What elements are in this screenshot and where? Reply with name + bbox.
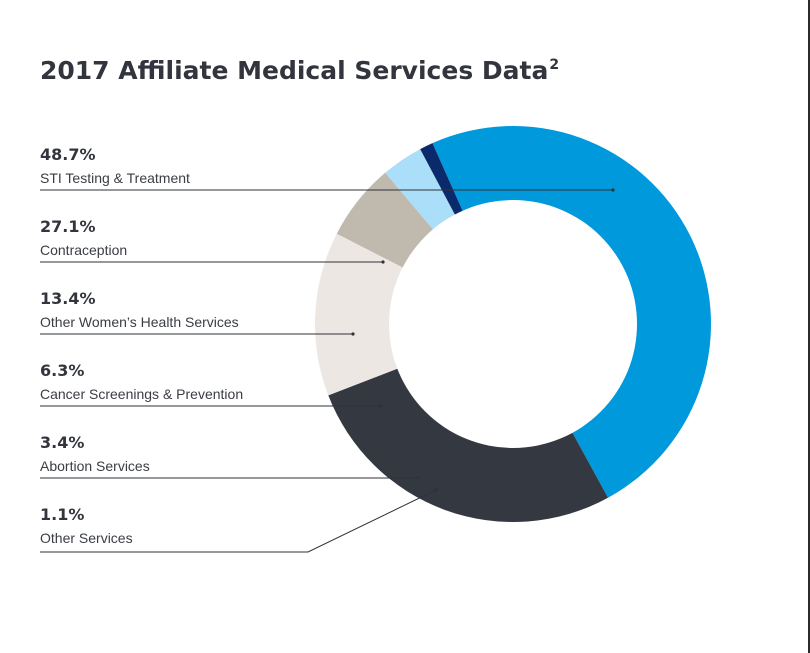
title-footnote-marker: 2 bbox=[549, 57, 560, 73]
leader-dot-abortion-services bbox=[416, 476, 420, 480]
legend-value-sti-testing-treatment: 48.7% bbox=[40, 145, 96, 164]
legend-value-contraception: 27.1% bbox=[40, 217, 96, 236]
donut-hole bbox=[389, 200, 637, 448]
leader-lines bbox=[40, 188, 615, 553]
legend-label-cancer-screenings-prevention: Cancer Screenings & Prevention bbox=[40, 386, 243, 402]
legend-value-other-women-s-health-services: 13.4% bbox=[40, 289, 96, 308]
page-right-border bbox=[808, 0, 810, 653]
legend-label-sti-testing-treatment: STI Testing & Treatment bbox=[40, 170, 190, 186]
leader-dot-other-women-s-health-services bbox=[351, 332, 355, 336]
legend-labels: 48.7% STI Testing & Treatment 27.1% Contrac… bbox=[40, 145, 243, 546]
legend-label-other-women-s-health-services: Other Women’s Health Services bbox=[40, 314, 239, 330]
legend-label-contraception: Contraception bbox=[40, 242, 127, 258]
legend-label-other-services: Other Services bbox=[40, 530, 133, 546]
chart-title: 2017 Affiliate Medical Services Data2 bbox=[40, 56, 559, 85]
legend-value-cancer-screenings-prevention: 6.3% bbox=[40, 361, 84, 380]
legend-value-other-services: 1.1% bbox=[40, 505, 84, 524]
leader-line-other-services bbox=[40, 489, 437, 553]
leader-dot-cancer-screenings-prevention bbox=[378, 404, 382, 408]
legend-label-abortion-services: Abortion Services bbox=[40, 458, 150, 474]
chart-title-text: 2017 Affiliate Medical Services Data bbox=[40, 56, 549, 85]
leader-dot-sti-testing-treatment bbox=[611, 188, 615, 192]
legend-value-abortion-services: 3.4% bbox=[40, 433, 84, 452]
leader-dot-other-services bbox=[434, 488, 438, 492]
leader-dot-contraception bbox=[381, 260, 385, 264]
